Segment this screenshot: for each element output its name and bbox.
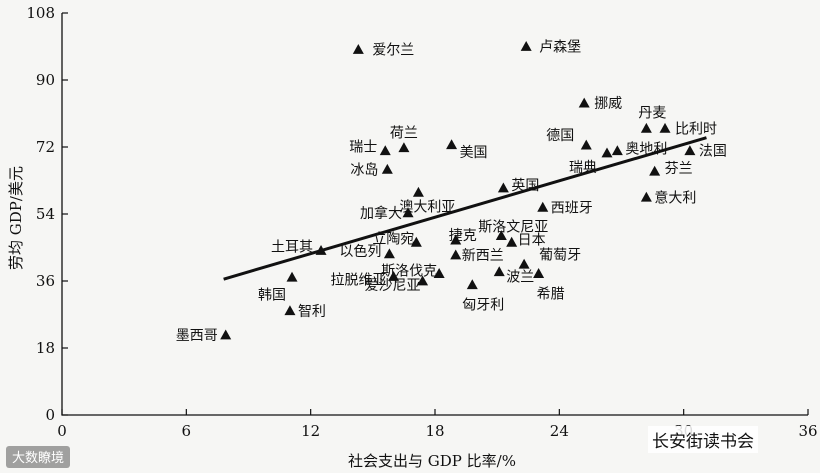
- data-point-label: 美国: [460, 145, 488, 161]
- x-axis-title: 社会支出与 GDP 比率/%: [348, 452, 516, 470]
- data-point-marker: [518, 258, 530, 269]
- data-point-marker: [495, 230, 507, 240]
- data-point-marker: [493, 266, 505, 277]
- trend-line: [223, 136, 707, 281]
- y-tick-label: 90: [36, 71, 55, 89]
- data-point-marker: [388, 271, 400, 281]
- data-point-label: 挪威: [594, 96, 622, 112]
- data-point-marker: [383, 248, 395, 259]
- x-tick-label: 24: [550, 422, 569, 440]
- y-tick-label: 18: [36, 339, 55, 357]
- data-point-marker: [533, 268, 545, 278]
- data-point-marker: [520, 41, 532, 51]
- y-tick-label: 108: [26, 4, 55, 22]
- watermark-right: 长安街读书会: [648, 426, 758, 453]
- trend-line-group: [223, 136, 707, 281]
- x-tick-label: 6: [182, 422, 192, 440]
- data-point-label: 日本: [518, 232, 546, 248]
- y-tick-label: 0: [45, 406, 55, 424]
- data-point-marker: [506, 236, 518, 247]
- data-point-label: 卢森堡: [539, 40, 581, 56]
- data-point-marker: [220, 329, 232, 340]
- data-point-label: 立陶宛: [372, 231, 414, 247]
- data-point-marker: [315, 244, 327, 255]
- data-point-label: 斯洛文尼亚: [478, 220, 548, 236]
- x-tick-label: 0: [57, 422, 67, 440]
- x-tick-label: 12: [301, 422, 320, 440]
- y-tick-label: 72: [36, 138, 55, 156]
- data-point-marker: [450, 249, 462, 260]
- data-point-label: 墨西哥: [176, 328, 218, 344]
- data-point-marker: [580, 139, 592, 150]
- data-point-label: 澳大利亚: [399, 199, 455, 215]
- data-point-label: 波兰: [506, 270, 534, 286]
- data-point-label: 英国: [511, 177, 539, 194]
- data-point-marker: [450, 234, 462, 245]
- data-point-marker: [649, 165, 661, 176]
- data-point-marker: [578, 97, 590, 108]
- data-point-marker: [537, 201, 549, 212]
- watermark-left: 大数瞭境: [6, 446, 71, 468]
- data-point-marker: [446, 139, 458, 150]
- data-point-marker: [640, 191, 652, 202]
- data-point-label: 芬兰: [665, 161, 693, 177]
- data-point-marker: [284, 305, 296, 316]
- data-point-marker: [417, 275, 429, 286]
- data-point-label: 韩国: [258, 287, 286, 303]
- data-point-marker: [659, 122, 671, 133]
- data-point-marker: [412, 186, 424, 197]
- data-point-label: 拉脱维亚: [331, 273, 387, 289]
- data-point-label: 智利: [298, 304, 326, 320]
- data-point-label: 冰岛: [350, 162, 378, 178]
- y-axis-title: 劳均 GDP/美元: [7, 166, 25, 270]
- data-point-label: 捷克: [449, 228, 477, 244]
- data-point-marker: [601, 147, 613, 158]
- data-point-marker: [352, 43, 364, 54]
- data-point-label: 丹麦: [638, 105, 666, 121]
- y-tick-label: 54: [36, 205, 55, 223]
- data-point-label: 意大利: [654, 189, 696, 206]
- data-point-marker: [402, 207, 414, 218]
- data-point-label: 以色列: [339, 243, 381, 260]
- data-point-marker: [611, 145, 623, 156]
- data-point-label: 德国: [546, 128, 574, 144]
- data-point-marker: [466, 279, 478, 290]
- data-point-marker: [381, 163, 393, 174]
- data-point-marker: [286, 271, 298, 282]
- data-point-label: 匈牙利: [462, 298, 504, 314]
- data-point-label: 奥地利: [625, 141, 667, 158]
- data-point-label: 比利时: [675, 121, 717, 137]
- data-point-marker: [684, 145, 696, 156]
- data-point-label: 希腊: [537, 287, 565, 303]
- data-point-label: 新西兰: [462, 248, 504, 264]
- data-point-label: 土耳其: [271, 239, 313, 255]
- data-point-label: 瑞士: [349, 140, 377, 156]
- data-point-marker: [379, 145, 391, 156]
- data-point-marker: [410, 236, 422, 247]
- data-point-label: 加拿大: [360, 205, 402, 222]
- data-point-label: 爱沙尼亚: [365, 278, 421, 294]
- x-tick-label: 18: [425, 422, 444, 440]
- data-point-label: 西班牙: [551, 200, 593, 216]
- data-point-label: 法国: [699, 144, 727, 160]
- data-point-marker: [433, 268, 445, 278]
- data-point-marker: [398, 142, 410, 153]
- data-point-marker: [497, 182, 509, 193]
- x-tick-label: 36: [798, 422, 817, 440]
- data-point-label: 瑞典: [569, 160, 597, 176]
- data-point-label: 葡萄牙: [539, 247, 581, 263]
- data-point-label: 荷兰: [390, 126, 418, 142]
- data-point-marker: [640, 122, 652, 133]
- data-point-label: 爱尔兰: [372, 42, 414, 58]
- y-tick-label: 36: [36, 272, 55, 290]
